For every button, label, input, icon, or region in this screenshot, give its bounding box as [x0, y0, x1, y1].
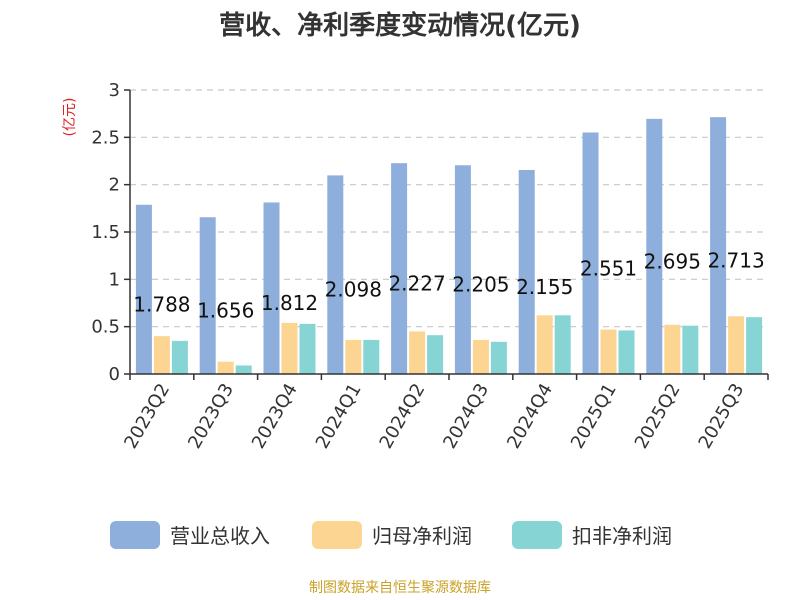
- bar: [327, 175, 344, 374]
- source-note: 制图数据来自恒生聚源数据库: [309, 580, 491, 596]
- y-tick-label: 3: [109, 80, 120, 101]
- bar: [391, 163, 408, 374]
- bar: [518, 169, 535, 374]
- y-tick-label: 2.5: [91, 127, 120, 148]
- legend-label: 扣非净利润: [572, 524, 672, 548]
- data-label: 2.695: [644, 249, 701, 273]
- bar: [171, 340, 188, 374]
- bar: [490, 341, 507, 374]
- data-label: 1.812: [261, 291, 318, 315]
- x-tick-label: 2025Q2: [631, 380, 685, 452]
- bar: [746, 317, 763, 374]
- y-tick-label: 1: [109, 269, 120, 290]
- x-tick-label: 2023Q2: [120, 380, 174, 452]
- bar: [664, 324, 681, 374]
- bar: [299, 323, 316, 374]
- bar: [454, 165, 471, 374]
- y-tick-label: 1.5: [91, 222, 120, 243]
- bar: [728, 316, 745, 374]
- bar: [199, 217, 216, 374]
- y-tick-label: 0.5: [91, 317, 120, 338]
- bar: [472, 339, 489, 374]
- bar: [345, 339, 362, 374]
- data-label: 2.713: [707, 249, 764, 273]
- data-label: 2.098: [325, 278, 382, 302]
- legend-swatch: [110, 521, 160, 549]
- bar: [536, 315, 553, 374]
- x-tick-label: 2023Q3: [184, 380, 238, 452]
- legend-swatch: [512, 521, 562, 549]
- bar: [682, 325, 699, 374]
- data-label: 2.155: [516, 275, 573, 299]
- bar: [235, 365, 252, 374]
- data-label: 1.788: [133, 292, 190, 316]
- chart-title: 营收、净利季度变动情况(亿元): [219, 10, 581, 41]
- x-tick-label: 2024Q3: [439, 380, 493, 452]
- data-labels: 1.788 1.656 1.812 2.098 2.227 2.205 2.155 2.551…: [133, 249, 764, 323]
- x-tick-label: 2023Q4: [248, 380, 302, 452]
- bars: [135, 117, 763, 374]
- data-label: 2.551: [580, 256, 637, 280]
- bar: [554, 315, 571, 374]
- y-tick-label: 2: [109, 175, 120, 196]
- x-tick-label: 2024Q4: [503, 380, 557, 452]
- bar: [582, 132, 599, 374]
- x-tick-label: 2024Q2: [376, 380, 430, 452]
- bar: [281, 322, 298, 374]
- bar: [600, 329, 617, 374]
- legend-label: 营业总收入: [170, 524, 270, 548]
- bar: [646, 118, 663, 374]
- y-unit-label: (亿元): [62, 98, 78, 137]
- x-tick-label: 2024Q1: [312, 380, 366, 452]
- legend-swatch: [312, 521, 362, 549]
- legend-item[interactable]: 归母净利润: [312, 521, 472, 549]
- x-tick-label: 2025Q3: [695, 380, 749, 452]
- x-tick-label: 2025Q1: [567, 380, 621, 452]
- grid: [130, 89, 768, 328]
- legend-item[interactable]: 扣非净利润: [512, 521, 672, 549]
- bar: [409, 331, 426, 374]
- bar: [217, 361, 234, 374]
- bar: [618, 330, 635, 374]
- bar: [263, 202, 280, 374]
- legend-item[interactable]: 营业总收入: [110, 521, 270, 549]
- bar: [710, 117, 727, 374]
- bar: [363, 339, 380, 374]
- bar: [153, 336, 170, 374]
- legend-label: 归母净利润: [372, 524, 472, 548]
- data-label: 1.656: [197, 299, 254, 323]
- data-label: 2.205: [452, 273, 509, 297]
- bar: [427, 335, 444, 374]
- legend[interactable]: 营业总收入 归母净利润 扣非净利润: [110, 521, 672, 549]
- y-tick-label: 0: [109, 364, 120, 385]
- bar: [135, 204, 152, 374]
- data-label: 2.227: [388, 272, 445, 296]
